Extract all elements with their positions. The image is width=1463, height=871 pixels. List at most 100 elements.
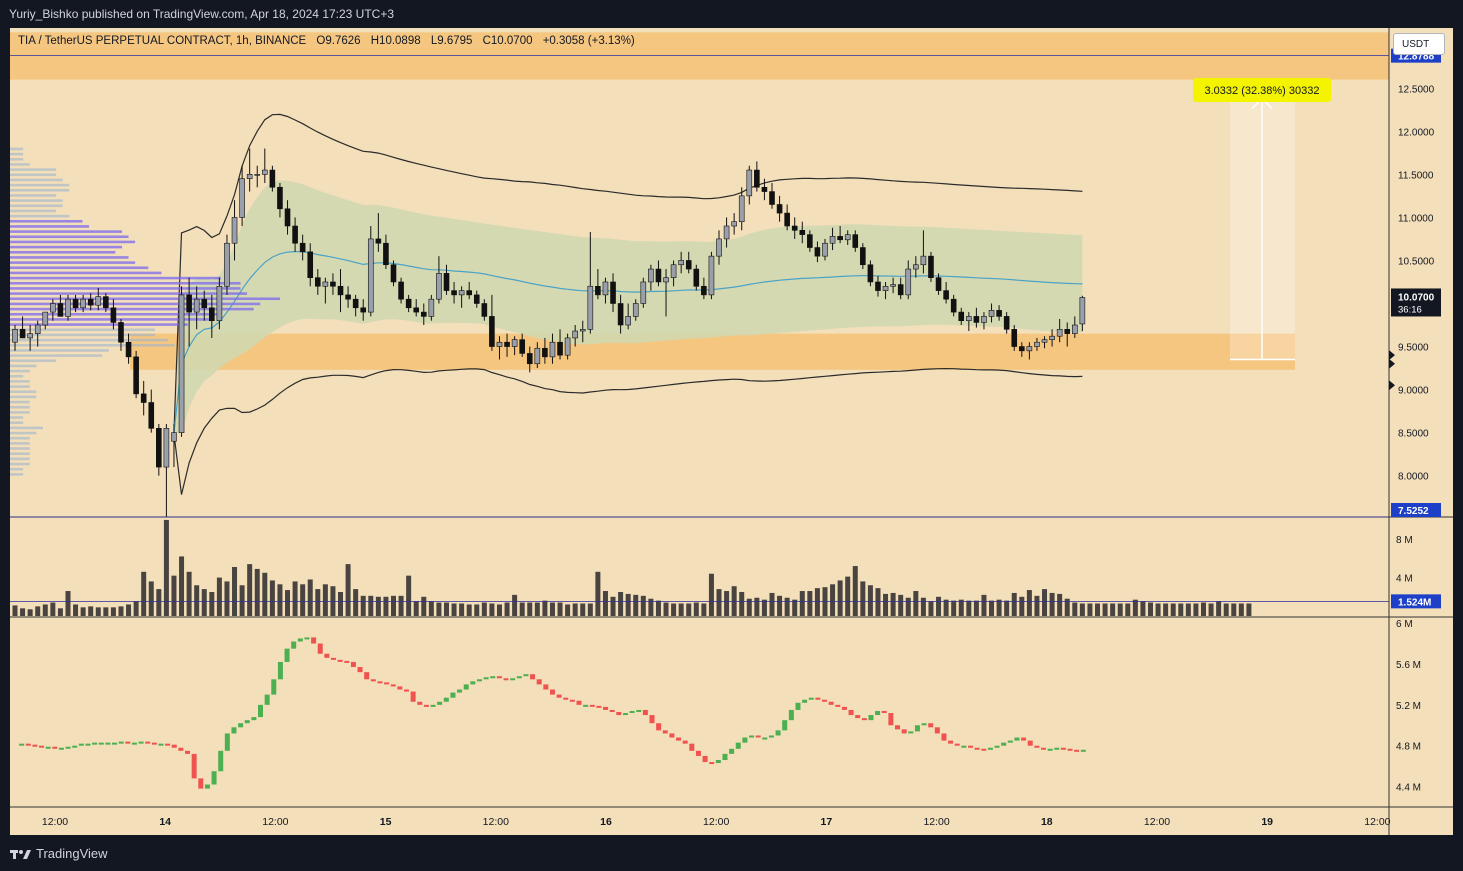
obv-bar — [768, 735, 774, 738]
obv-bar — [516, 676, 522, 679]
countdown-badge: 36:16 — [1398, 304, 1422, 315]
obv-bar — [901, 729, 907, 734]
volume-profile-bar — [10, 333, 155, 337]
time-tick: 14 — [159, 816, 171, 828]
symbol-name: TIA / TetherUS PERPETUAL CONTRACT, 1h, B… — [18, 35, 307, 47]
volume-bar — [883, 593, 889, 616]
volume-profile-bar — [10, 467, 24, 471]
volume-bar — [436, 602, 442, 616]
candle-body — [1003, 316, 1010, 330]
candle-body — [549, 341, 556, 358]
obv-bar — [536, 679, 542, 685]
currency-button[interactable]: USDT — [1393, 33, 1445, 55]
volume-bar — [754, 597, 760, 616]
time-tick: 16 — [600, 816, 612, 828]
volume-bar — [118, 606, 124, 616]
volume-bar — [572, 603, 578, 616]
volume-bar — [474, 604, 480, 616]
obv-bar — [231, 727, 237, 734]
candle-body — [935, 277, 942, 291]
volume-profile-bar — [10, 199, 63, 202]
candle-body — [716, 238, 722, 257]
volume-tick: 8 M — [1396, 535, 1413, 546]
time-tick: 17 — [821, 816, 833, 828]
obv-bar — [609, 709, 615, 712]
volume-bar — [353, 589, 359, 616]
candle-body — [443, 273, 450, 291]
candle-body — [103, 296, 109, 309]
candle-body — [133, 356, 139, 395]
candle-body — [65, 298, 71, 317]
obv-bar — [841, 706, 847, 710]
volume-bar — [1208, 603, 1214, 616]
volume-profile-bar — [10, 287, 241, 290]
obv-bar — [755, 735, 761, 738]
price-tick: 8.0000 — [1398, 472, 1429, 483]
volume-bar — [443, 602, 449, 616]
candle-body — [542, 347, 548, 358]
volume-profile-bar — [10, 426, 43, 430]
volume-bar — [663, 602, 669, 616]
symbol-info: TIA / TetherUS PERPETUAL CONTRACT, 1h, B… — [18, 35, 642, 47]
candle-body — [193, 298, 200, 313]
volume-profile-bar — [10, 245, 122, 249]
volume-bar — [618, 591, 624, 616]
obv-bar — [895, 725, 901, 730]
volume-profile-bar — [10, 405, 30, 409]
obv-bar — [258, 704, 264, 718]
volume-profile-bar — [10, 152, 24, 156]
brand-text: TradingView — [36, 846, 108, 861]
candle-body — [1041, 339, 1048, 343]
obv-bar — [589, 704, 595, 707]
obv-bar — [782, 720, 788, 731]
volume-bar — [943, 599, 949, 616]
obv-bar — [961, 745, 967, 748]
obv-bar — [649, 715, 655, 724]
volume-profile-bar — [10, 281, 241, 285]
volume-bar — [50, 602, 56, 616]
obv-bar — [19, 743, 25, 746]
obv-tick: 5.2 M — [1396, 701, 1421, 712]
ohlc-high: H10.0898 — [370, 35, 421, 47]
volume-bar — [489, 603, 495, 616]
footer — [0, 835, 1463, 871]
obv-bar — [271, 679, 277, 695]
obv-bar — [914, 725, 920, 732]
obv-bar — [954, 743, 960, 746]
measure-label-box — [1193, 78, 1331, 102]
candle-body — [42, 311, 49, 326]
obv-bar — [636, 709, 642, 712]
obv-bar — [656, 723, 662, 731]
volume-bar — [459, 603, 465, 616]
obv-tick: 6 M — [1396, 619, 1413, 630]
volume-bar — [269, 580, 275, 616]
obv-bar — [317, 643, 323, 654]
volume-bar — [80, 607, 86, 616]
candle-body — [913, 264, 919, 270]
candle-body — [458, 290, 465, 296]
obv-bar — [344, 660, 350, 663]
tradingview-logo[interactable]: TradingView — [10, 846, 108, 861]
obv-bar — [1047, 748, 1053, 751]
volume-bar — [42, 604, 48, 616]
obv-bar — [138, 741, 144, 744]
volume-bar — [1132, 599, 1138, 616]
volume-bar — [966, 600, 972, 616]
obv-bar — [264, 694, 270, 705]
ohlc-close: C10.0700 — [482, 35, 533, 47]
obv-bar — [331, 657, 337, 660]
obv-bar — [835, 704, 841, 707]
obv-bar — [1080, 749, 1086, 752]
volume-bar — [996, 599, 1002, 616]
volume-profile-bar — [10, 157, 24, 161]
candle-body — [852, 234, 859, 248]
volume-bar — [360, 595, 366, 616]
candle-body — [12, 329, 18, 343]
obv-bar — [384, 682, 390, 685]
obv-bar — [968, 745, 974, 748]
obv-bar — [629, 710, 635, 714]
candle-body — [958, 311, 965, 322]
volume-bar — [807, 591, 813, 616]
volume-bar — [913, 591, 919, 616]
